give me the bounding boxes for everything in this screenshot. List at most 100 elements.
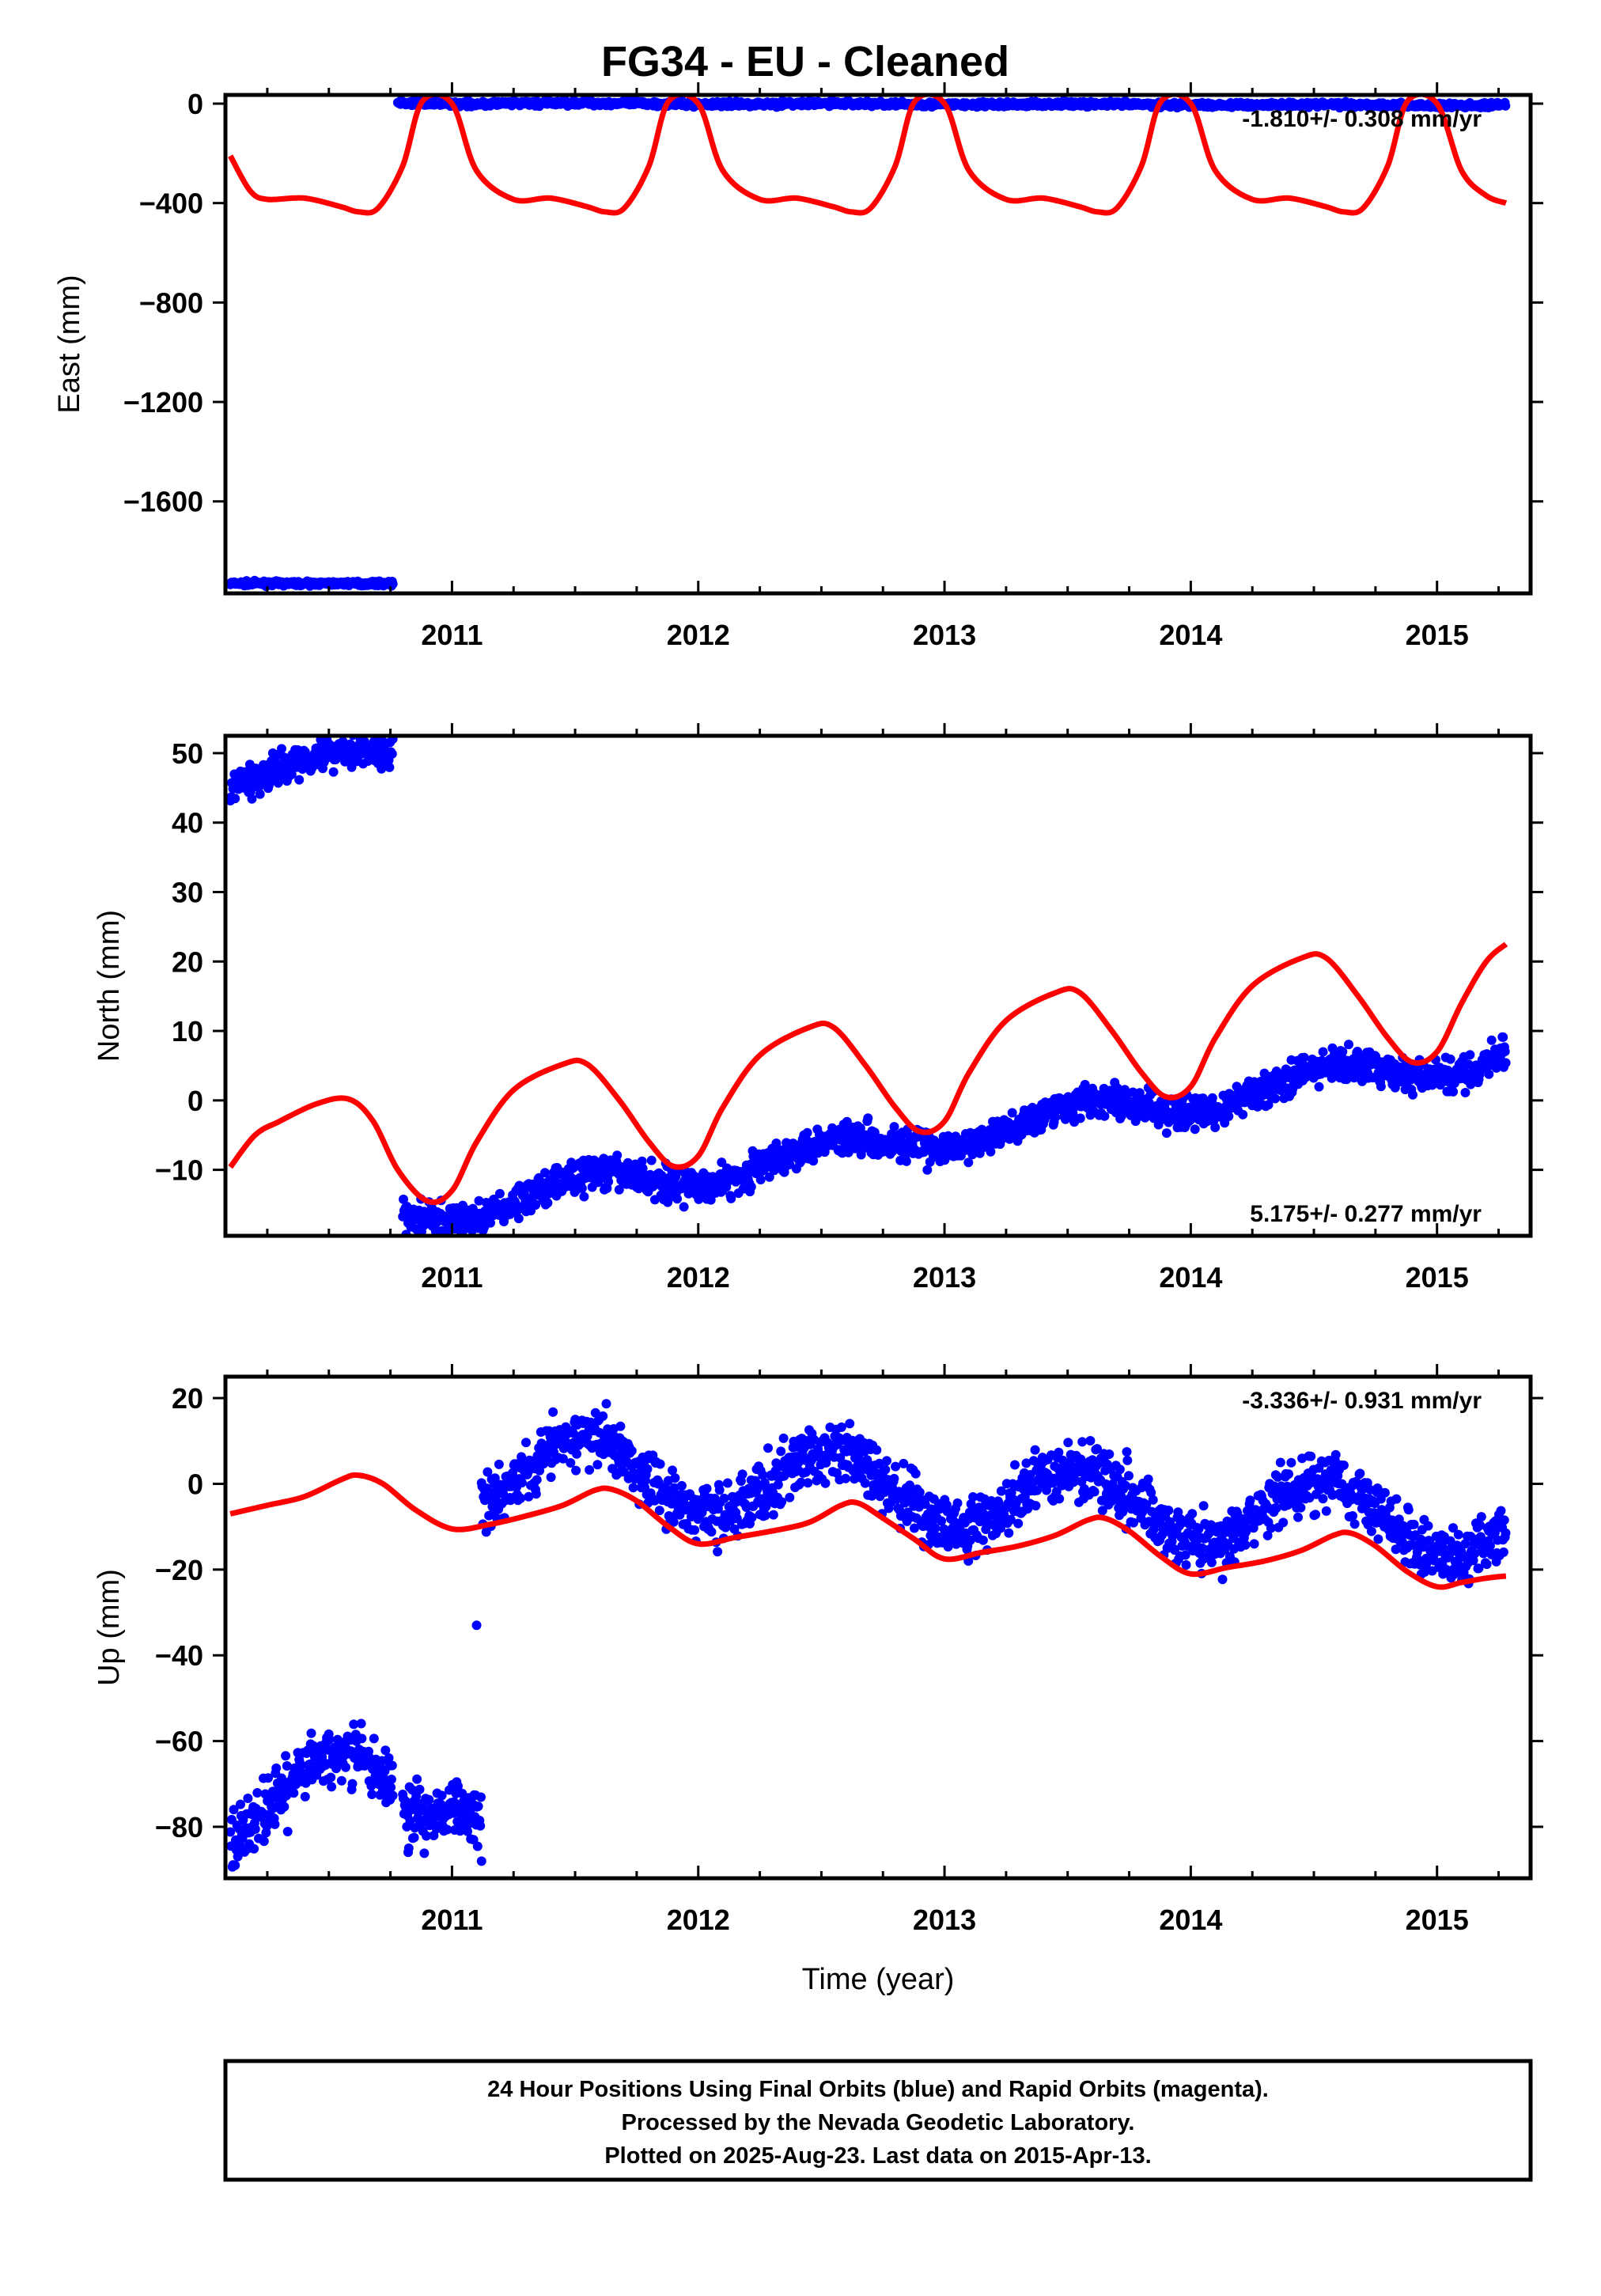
north-model-line [228,942,1508,1206]
up-data-point [532,1475,542,1485]
east-rate-label: -1.810+/- 0.308 mm/yr [1242,106,1482,132]
north-data-point [1080,1079,1090,1089]
north-data-point [230,794,240,804]
north-data-point [486,1218,495,1228]
up-data-point [702,1483,712,1494]
north-data-point [387,748,397,759]
north-data-point [726,1193,736,1203]
up-data-point [776,1446,786,1457]
up-data-point [357,1733,367,1744]
up-data-point [615,1421,626,1431]
up-data-point [475,1821,486,1831]
up-data-point [548,1407,558,1417]
north-y-tick-label: 0 [187,1085,203,1117]
east-x-tick-label: 2014 [1159,619,1222,651]
north-data-point [922,1165,933,1175]
north-y-tick-label: 10 [172,1015,203,1048]
up-data-point [758,1470,768,1480]
up-data-point [669,1483,679,1493]
up-data-point [778,1433,789,1443]
up-data-point [845,1419,855,1429]
up-data-point [341,1762,350,1772]
north-data-point [808,1156,819,1166]
north-data-point [1501,1058,1511,1068]
up-data-point [760,1510,770,1521]
up-data-point [592,1460,603,1470]
up-data-point [747,1513,757,1522]
up-data-point [369,1733,379,1744]
north-data-point [764,1172,774,1182]
north-data-point [1318,1047,1328,1057]
up-data-point [598,1411,608,1421]
north-data-point [1344,1040,1353,1050]
up-data-point [384,1753,394,1763]
north-data-point [474,1195,484,1206]
north-data-point [1270,1093,1281,1104]
north-panel: 2011 2012 2013 2014 2015−1001020304050North … [93,723,1543,1294]
up-data-point [326,1772,336,1783]
chart-title: FG34 - EU - Cleaned [601,38,1009,85]
up-data-point [841,1473,850,1483]
up-data-point [388,1790,398,1801]
up-data-point [282,1790,291,1801]
up-data-point [225,1827,236,1837]
north-data-point [1100,1111,1110,1121]
up-data-point [387,1760,397,1771]
up-observed-points [225,1399,1511,1872]
up-data-point [259,1836,269,1847]
north-y-tick-label: 20 [172,945,203,978]
east-y-tick-label: −400 [139,188,203,220]
up-data-point [409,1832,419,1843]
east-observed-points [225,95,1511,592]
up-data-point [601,1399,611,1409]
north-data-point [513,1214,524,1224]
up-data-point [668,1517,679,1527]
north-data-point [1050,1112,1061,1123]
east-panel: 2011 2012 2013 2014 20150−400−800−1200−1600E… [53,82,1543,651]
up-data-point [483,1467,493,1477]
up-data-point [282,1761,292,1771]
up-data-point [768,1510,778,1520]
north-x-tick-label: 2015 [1406,1261,1469,1294]
east-y-tick-label: −1600 [123,486,203,518]
north-data-point [796,1156,806,1166]
north-data-point [1161,1128,1171,1139]
up-data-point [642,1464,653,1474]
north-data-point [273,778,283,788]
north-data-point [388,736,398,744]
north-data-point [1075,1113,1085,1123]
up-data-point [349,1719,359,1730]
east-x-tick-label: 2011 [421,619,483,651]
up-data-point [516,1493,526,1503]
north-data-point [646,1155,657,1165]
up-data-point [803,1478,813,1488]
up-data-point [422,1831,431,1841]
up-data-point [386,1783,396,1793]
up-data-point [930,1523,941,1533]
up-data-point [490,1473,500,1483]
up-data-point [531,1489,541,1499]
up-data-point [473,1802,483,1812]
up-data-point [796,1477,806,1487]
north-y-tick-label: 40 [172,807,203,839]
up-data-point [910,1468,921,1479]
up-data-point [356,1718,366,1729]
up-data-point [820,1478,831,1488]
up-data-point [289,1788,299,1798]
up-data-point [437,1790,447,1801]
north-data-point [1445,1054,1455,1064]
up-data-point [229,1805,239,1815]
up-data-point [676,1480,687,1491]
east-model-line [228,95,1508,216]
up-data-point [905,1480,914,1491]
north-data-point [294,775,305,785]
up-data-point [836,1422,846,1432]
north-data-point [1134,1088,1145,1098]
east-x-tick-label: 2012 [667,619,730,651]
up-data-point [281,1751,291,1761]
north-data-point [679,1202,689,1212]
up-data-point [380,1745,391,1756]
up-data-point [424,1794,434,1805]
up-data-point [236,1799,245,1809]
